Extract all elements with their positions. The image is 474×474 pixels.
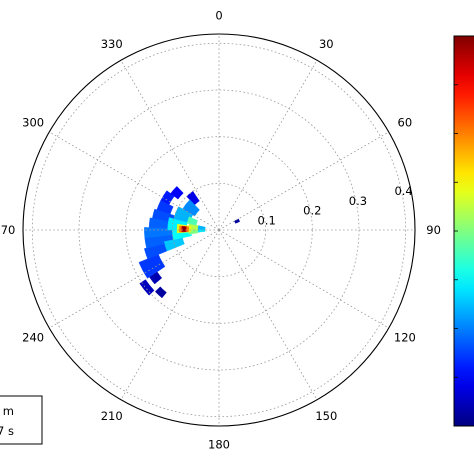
info-box-line: 8.7 s bbox=[0, 424, 14, 438]
radius-tick-label: 0.3 bbox=[349, 194, 367, 208]
polar-grid bbox=[22, 33, 416, 427]
angle-tick-label: 120 bbox=[394, 330, 416, 344]
heat-cell bbox=[160, 190, 175, 205]
axis-labels-layer: 0 30 60 90 120 150 180 210 240 270 300 330 0.1 0.2 0.3… bbox=[0, 8, 441, 451]
angle-tick-label: 210 bbox=[101, 409, 123, 423]
angle-tick-label: 150 bbox=[315, 409, 337, 423]
radial-grid-line bbox=[49, 229, 220, 329]
ring-grid-line bbox=[78, 89, 360, 371]
radial-grid-line bbox=[120, 60, 220, 231]
heat-cell bbox=[182, 199, 200, 217]
angle-tick-label: 90 bbox=[426, 223, 441, 237]
heat-cell bbox=[234, 218, 241, 224]
radius-tick-label: 0.4 bbox=[394, 184, 412, 198]
radial-grid-line bbox=[218, 229, 318, 400]
angle-tick-label: 0 bbox=[215, 8, 222, 22]
radial-grid-line bbox=[218, 131, 389, 231]
radius-tick-label: 0.1 bbox=[257, 213, 275, 227]
heat-cell bbox=[138, 254, 166, 279]
info-box-frame bbox=[0, 395, 43, 445]
heat-cell bbox=[197, 225, 206, 230]
heat-cell bbox=[139, 279, 155, 296]
info-box: 5.7 m 8.7 s bbox=[0, 395, 43, 445]
radial-grid-line bbox=[49, 131, 220, 231]
heat-cell bbox=[182, 226, 186, 232]
heat-cell bbox=[163, 237, 185, 252]
outer-axis-circle bbox=[22, 33, 416, 427]
ring-grid-line bbox=[31, 42, 407, 418]
radial-grid-line bbox=[218, 229, 389, 329]
radial-grid-line bbox=[120, 229, 220, 400]
ring-grid-line bbox=[125, 136, 313, 324]
angle-tick-label: 30 bbox=[319, 37, 334, 51]
angle-tick-label: 300 bbox=[22, 116, 44, 130]
angle-tick-label: 270 bbox=[0, 223, 15, 237]
radius-tick-label: 0.2 bbox=[303, 204, 321, 218]
radial-grid-line bbox=[218, 60, 318, 231]
angle-tick-label: 180 bbox=[208, 438, 230, 452]
heat-cell bbox=[186, 216, 198, 226]
ring-grid-line bbox=[171, 182, 267, 278]
colorbar bbox=[453, 35, 474, 427]
data-cells-layer bbox=[138, 186, 241, 299]
angle-tick-label: 240 bbox=[22, 330, 44, 344]
heat-cell bbox=[154, 286, 167, 299]
heat-cell bbox=[170, 186, 184, 200]
info-box-line: 5.7 m bbox=[0, 404, 14, 418]
angle-tick-label: 60 bbox=[398, 116, 413, 130]
angle-tick-label: 330 bbox=[101, 37, 123, 51]
